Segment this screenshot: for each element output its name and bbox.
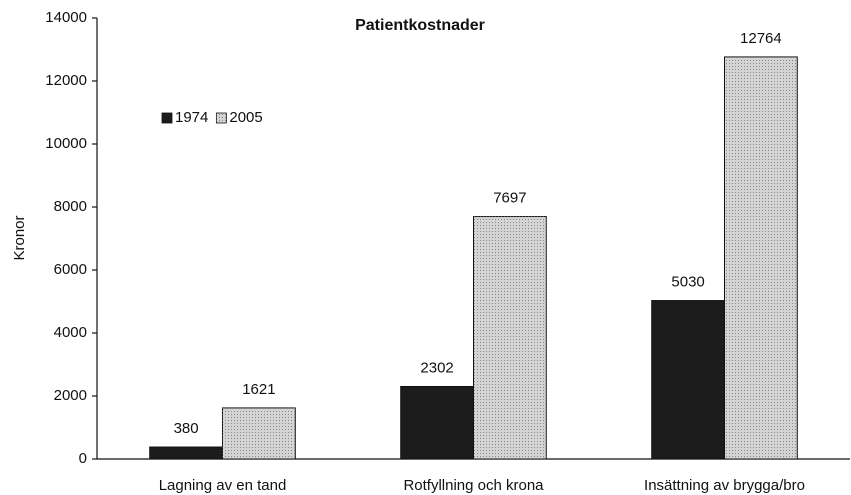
x-tick-label: Insättning av brygga/bro: [644, 477, 805, 494]
bar: [724, 56, 798, 460]
data-label: 1621: [242, 381, 275, 398]
data-label: 380: [174, 420, 199, 437]
bar: [651, 300, 726, 460]
y-tick-label: 10000: [45, 135, 87, 152]
data-label: 5030: [671, 274, 704, 291]
bar: [473, 216, 547, 460]
bar: [222, 407, 296, 460]
x-tick-label: Rotfyllning och krona: [403, 477, 544, 494]
y-tick-label: 8000: [54, 198, 87, 215]
y-tick-label: 2000: [54, 387, 87, 404]
x-tick-label: Lagning av en tand: [159, 477, 287, 494]
y-tick-label: 4000: [54, 324, 87, 341]
legend-label: 2005: [229, 109, 262, 126]
data-label: 12764: [740, 30, 782, 47]
chart-title: Patientkostnader: [355, 17, 485, 34]
data-label: 7697: [493, 190, 526, 207]
y-axis-label: Kronor: [11, 215, 28, 260]
bar: [149, 446, 224, 460]
legend-label: 1974: [175, 109, 208, 126]
legend-swatch: [161, 112, 173, 124]
y-tick-label: 12000: [45, 72, 87, 89]
data-label: 2302: [420, 359, 453, 376]
legend-swatch-texture: [216, 113, 227, 123]
y-tick-label: 6000: [54, 261, 87, 278]
bar: [400, 385, 474, 460]
y-tick-label: 0: [79, 450, 87, 467]
y-tick-label: 14000: [45, 9, 87, 26]
